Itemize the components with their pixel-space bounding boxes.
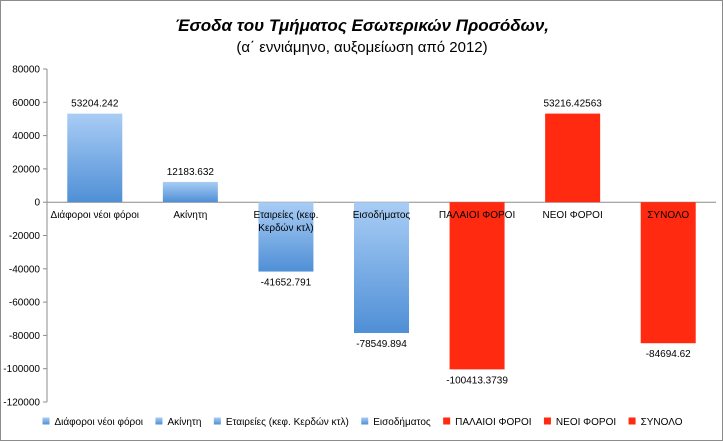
legend-label: Διάφοροι νέοι φόροι [55, 416, 144, 428]
category-labels: Διάφοροι νέοι φόροι Ακίνητη Εταιρείες (κεφ… [51, 209, 690, 234]
bar [354, 202, 409, 333]
legend-label: Ακίνητη [167, 416, 201, 428]
y-tick-label: -120000 [3, 398, 40, 409]
category-label: Εταιρείες (κεφ. [253, 209, 318, 221]
legend-swatch [213, 417, 221, 425]
y-tick-label: 40000 [12, 131, 40, 142]
category-label: ΠΑΛΑΙΟΙ ΦΟΡΟΙ [439, 210, 515, 221]
y-tick-label: -60000 [9, 298, 41, 309]
data-label: 12183.632 [167, 167, 215, 178]
data-label: -78549.894 [356, 339, 407, 350]
category-label: Ακίνητη [173, 209, 207, 221]
y-tick-label: 20000 [12, 164, 40, 175]
y-tick-label: -80000 [9, 331, 41, 342]
legend-swatch [155, 417, 163, 425]
y-tick-label: -20000 [9, 231, 41, 242]
chart-title: Έσοδα του Τμήματος Εσωτερικών Προσόδων, [175, 16, 549, 35]
data-label: -100413.3739 [446, 375, 508, 386]
bar [545, 113, 601, 203]
y-tick-label: 60000 [12, 98, 40, 109]
legend: Διάφοροι νέοι φόροι Ακίνητη Εταιρείες (κεφ… [42, 416, 683, 428]
data-label: -41652.791 [261, 278, 312, 289]
legend-label: ΠΑΛΑΙΟΙ ΦΟΡΟΙ [455, 417, 531, 428]
legend-swatch [443, 417, 451, 425]
bar [67, 113, 123, 203]
y-tick-label: 0 [34, 198, 40, 209]
legend-swatch [628, 417, 636, 425]
category-label: ΝΕΟΙ ΦΟΡΟΙ [543, 210, 603, 221]
bar [640, 202, 696, 344]
y-tick-label: -40000 [9, 264, 41, 275]
y-tick-label: 80000 [12, 65, 40, 76]
bars [67, 113, 696, 370]
data-label: -84694.62 [646, 349, 691, 360]
category-label: Εισοδήματος [353, 209, 411, 221]
chart-subtitle: (α΄ εννιάμηνο, αυξομείωση από 2012) [236, 39, 487, 56]
bar [449, 202, 505, 370]
data-label: 53204.242 [71, 99, 119, 110]
legend-swatch [42, 417, 50, 425]
data-labels: 53204.242 12183.632 -41652.791 -78549.894 -1… [71, 99, 691, 387]
legend-swatch [361, 417, 369, 425]
legend-label: ΝΕΟΙ ΦΟΡΟΙ [556, 417, 616, 428]
legend-label: Εισοδήματος [373, 416, 431, 428]
legend-swatch [543, 417, 551, 425]
category-label: Κερδών κτλ) [258, 222, 313, 234]
y-tick-label: -100000 [3, 364, 40, 375]
data-label: 53216.42563 [543, 99, 602, 110]
legend-label: ΣΥΝΟΛΟ [641, 417, 683, 428]
bar [162, 181, 218, 203]
category-label: ΣΥΝΟΛΟ [647, 210, 689, 221]
category-label: Διάφοροι νέοι φόροι [51, 209, 140, 221]
legend-label: Εταιρείες (κεφ. Κερδών κτλ) [226, 416, 349, 428]
bar [258, 202, 314, 272]
